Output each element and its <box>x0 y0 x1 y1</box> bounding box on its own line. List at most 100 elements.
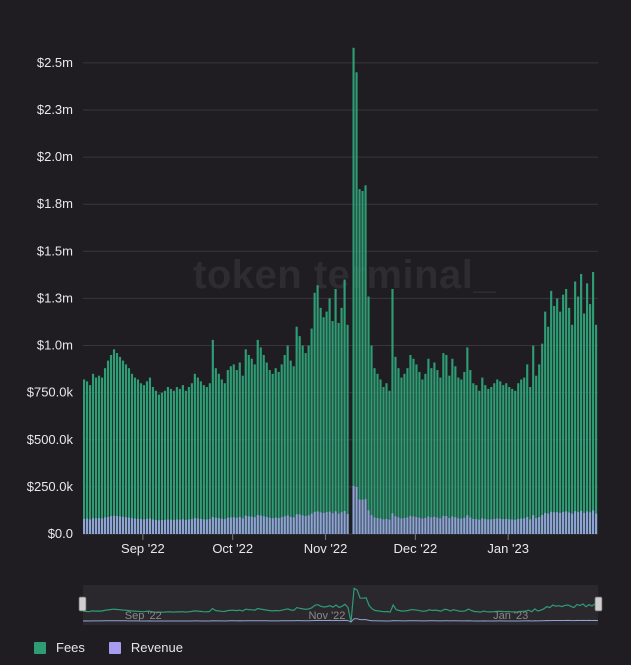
range-navigator[interactable]: Sep '22 Nov '22 Jan '23 <box>78 585 603 625</box>
revenue-bar <box>244 515 247 534</box>
fees-bar <box>253 364 256 534</box>
fees-bar <box>136 379 140 534</box>
revenue-bar <box>247 516 250 534</box>
revenue-bar <box>400 518 403 534</box>
fees-bar <box>562 294 565 534</box>
fees-bar <box>523 377 526 534</box>
fees-bar <box>322 317 325 534</box>
revenue-bar <box>169 519 172 534</box>
fees-bar <box>316 285 319 534</box>
fees-bar <box>511 388 514 534</box>
revenue-bar <box>421 518 424 534</box>
revenue-bar <box>307 515 310 534</box>
legend-item-fees[interactable]: Fees <box>34 640 85 655</box>
fees-bar <box>208 383 211 534</box>
fees-bar <box>307 345 310 534</box>
revenue-bar <box>163 519 166 534</box>
revenue-bar <box>88 519 92 534</box>
revenue-bar <box>229 517 232 534</box>
fees-bar <box>379 379 382 534</box>
navigator-tick-label: Nov '22 <box>308 610 345 622</box>
fees-bar <box>283 354 286 534</box>
fees-bar <box>226 370 229 534</box>
revenue-bar <box>442 515 445 534</box>
fees-bar <box>454 366 457 534</box>
revenue-bar <box>193 518 196 534</box>
revenue-bar <box>547 513 550 534</box>
revenue-bar <box>157 520 161 534</box>
fees-bar <box>97 375 101 534</box>
fees-bar <box>83 379 86 534</box>
revenue-bar <box>355 486 358 534</box>
revenue-bar <box>151 519 155 534</box>
y-tick-label: $250.0k <box>27 479 74 494</box>
fees-bar <box>259 347 262 534</box>
y-tick-label: $2.0m <box>37 149 73 164</box>
fees-bar <box>220 379 223 534</box>
navigator-handle-right[interactable] <box>594 596 603 612</box>
revenue-bar <box>292 517 295 534</box>
fees-bar <box>154 390 158 534</box>
fees-bar <box>172 390 175 534</box>
fees-bar <box>409 354 412 534</box>
fees-bar <box>166 387 169 534</box>
fees-bar <box>484 385 487 534</box>
fees-bar <box>289 360 292 534</box>
revenue-bar <box>325 512 328 534</box>
fees-bar <box>568 307 571 534</box>
fees-bar <box>244 349 247 534</box>
fees-bar <box>364 185 367 534</box>
fees-bar <box>367 296 370 534</box>
legend-item-revenue[interactable]: Revenue <box>108 640 183 655</box>
fees-bar <box>382 387 385 534</box>
revenue-bar <box>595 513 598 534</box>
revenue-bar <box>232 517 235 534</box>
y-tick-label: $2.5m <box>37 55 73 70</box>
revenue-swatch <box>108 641 121 654</box>
revenue-bar <box>469 517 472 534</box>
fees-bar <box>91 373 95 534</box>
fees-bar <box>469 370 472 534</box>
revenue-bar <box>415 517 418 534</box>
bars <box>83 47 598 535</box>
fees-bar <box>478 390 481 534</box>
revenue-bar <box>142 519 146 534</box>
revenue-bar <box>331 513 334 534</box>
revenue-bar <box>463 517 466 534</box>
revenue-bar <box>367 510 370 534</box>
fees-bar <box>121 360 125 534</box>
revenue-bar <box>376 517 379 534</box>
fees-bar <box>214 368 217 534</box>
revenue-bar <box>523 518 526 534</box>
revenue-bar <box>562 511 565 534</box>
revenue-bar <box>223 519 226 534</box>
revenue-bar <box>553 512 556 534</box>
revenue-bar <box>427 516 430 534</box>
navigator-tick-label: Sep '22 <box>125 610 162 622</box>
revenue-bar <box>304 516 307 534</box>
revenue-bar <box>289 516 292 534</box>
revenue-bar <box>238 517 241 534</box>
revenue-bar <box>514 519 517 534</box>
fees-bar <box>118 356 122 534</box>
revenue-bar <box>118 516 122 534</box>
fees-bar <box>178 388 181 534</box>
fees-bar <box>106 360 110 534</box>
revenue-bar <box>241 518 244 534</box>
revenue-bar <box>268 517 271 534</box>
fees-bar <box>358 189 361 534</box>
fees-bar <box>439 377 442 534</box>
navigator-handle-left[interactable] <box>78 596 87 612</box>
revenue-bar <box>379 518 382 534</box>
revenue-bar <box>310 513 313 534</box>
revenue-bar <box>280 517 283 534</box>
fees-bar <box>481 377 484 534</box>
fees-bar <box>460 379 463 534</box>
navigator-revenue-line <box>82 618 599 623</box>
fees-bar <box>526 364 529 534</box>
legend-label-fees: Fees <box>56 640 85 655</box>
revenue-bar <box>214 517 217 534</box>
revenue-bar <box>262 516 265 534</box>
fees-bar <box>295 326 298 534</box>
